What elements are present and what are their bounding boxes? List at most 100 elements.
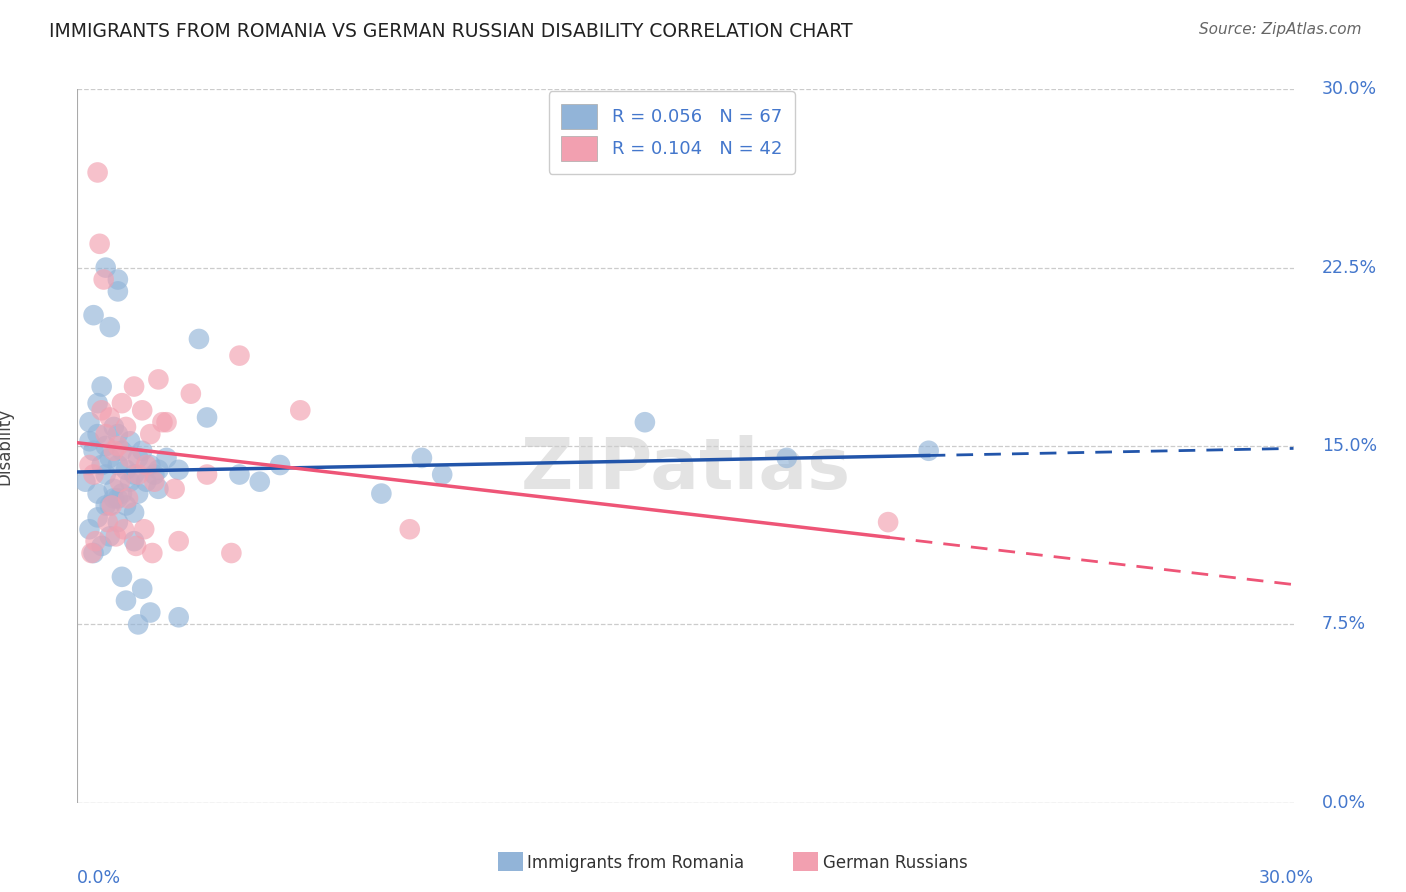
Point bbox=[228, 467, 250, 482]
Point bbox=[101, 499, 124, 513]
Point bbox=[93, 272, 115, 286]
Point bbox=[195, 410, 218, 425]
Point bbox=[918, 443, 941, 458]
Point bbox=[103, 482, 125, 496]
Point bbox=[155, 450, 177, 465]
Point bbox=[97, 515, 120, 529]
Point bbox=[83, 308, 105, 322]
Point bbox=[228, 349, 250, 363]
Point bbox=[94, 260, 117, 275]
Point bbox=[107, 285, 129, 299]
Point bbox=[75, 475, 97, 489]
Point bbox=[122, 467, 145, 482]
Point bbox=[115, 420, 138, 434]
Point bbox=[127, 450, 149, 465]
Point bbox=[290, 403, 312, 417]
Point bbox=[634, 415, 657, 429]
Point bbox=[86, 427, 108, 442]
Point bbox=[370, 486, 392, 500]
Point bbox=[107, 515, 129, 529]
Point bbox=[98, 529, 121, 543]
Point bbox=[115, 499, 138, 513]
Point bbox=[118, 434, 141, 449]
Point bbox=[83, 467, 105, 482]
Point bbox=[86, 486, 108, 500]
Point bbox=[122, 506, 145, 520]
Point bbox=[94, 499, 117, 513]
Point bbox=[131, 582, 153, 596]
Point bbox=[79, 434, 101, 449]
Point bbox=[118, 475, 141, 489]
Point bbox=[139, 606, 162, 620]
Point bbox=[107, 491, 129, 506]
Point bbox=[84, 534, 107, 549]
Point bbox=[141, 546, 163, 560]
Point bbox=[117, 491, 139, 506]
Point bbox=[135, 475, 157, 489]
Text: ZIPatlas: ZIPatlas bbox=[520, 435, 851, 504]
Point bbox=[143, 467, 166, 482]
Text: 0.0%: 0.0% bbox=[1322, 794, 1367, 812]
Point bbox=[103, 491, 125, 506]
Point bbox=[90, 458, 112, 472]
Point bbox=[221, 546, 243, 560]
Point bbox=[111, 443, 134, 458]
Point bbox=[103, 420, 125, 434]
Point bbox=[125, 539, 148, 553]
Point bbox=[122, 379, 145, 393]
Point bbox=[115, 593, 138, 607]
Text: 30.0%: 30.0% bbox=[1258, 870, 1313, 888]
Point bbox=[118, 450, 141, 465]
Legend: R = 0.056   N = 67, R = 0.104   N = 42: R = 0.056 N = 67, R = 0.104 N = 42 bbox=[548, 91, 794, 174]
Point bbox=[148, 372, 170, 386]
Point bbox=[94, 467, 117, 482]
Point bbox=[249, 475, 271, 489]
Point bbox=[122, 534, 145, 549]
Point bbox=[79, 522, 101, 536]
Point bbox=[112, 522, 135, 536]
Point bbox=[111, 486, 134, 500]
Point bbox=[135, 458, 157, 472]
Point bbox=[94, 439, 117, 453]
Point bbox=[107, 427, 129, 442]
Point bbox=[139, 458, 162, 472]
Point bbox=[90, 539, 112, 553]
Point bbox=[152, 415, 174, 429]
Point bbox=[86, 396, 108, 410]
Point bbox=[127, 467, 149, 482]
Text: Source: ZipAtlas.com: Source: ZipAtlas.com bbox=[1198, 22, 1361, 37]
Point bbox=[111, 396, 134, 410]
Point bbox=[143, 475, 166, 489]
Point bbox=[131, 403, 153, 417]
Point bbox=[180, 386, 202, 401]
Text: Immigrants from Romania: Immigrants from Romania bbox=[527, 855, 744, 872]
Point bbox=[877, 515, 900, 529]
Point bbox=[139, 427, 162, 442]
Point bbox=[163, 482, 186, 496]
Point bbox=[148, 463, 170, 477]
Point bbox=[104, 529, 127, 543]
Point bbox=[86, 510, 108, 524]
Point bbox=[148, 482, 170, 496]
Text: 7.5%: 7.5% bbox=[1322, 615, 1367, 633]
Text: 15.0%: 15.0% bbox=[1322, 437, 1376, 455]
Point bbox=[155, 415, 177, 429]
Point bbox=[98, 410, 121, 425]
Point bbox=[79, 415, 101, 429]
Point bbox=[411, 450, 433, 465]
Text: Disability: Disability bbox=[0, 408, 14, 484]
Point bbox=[79, 458, 101, 472]
Point bbox=[127, 486, 149, 500]
Point bbox=[107, 439, 129, 453]
Point bbox=[430, 467, 453, 482]
Point bbox=[80, 546, 103, 560]
Point bbox=[167, 463, 190, 477]
Point bbox=[103, 443, 125, 458]
Point bbox=[131, 443, 153, 458]
Point bbox=[776, 450, 799, 465]
Point bbox=[107, 272, 129, 286]
Point bbox=[90, 379, 112, 393]
Point bbox=[167, 534, 190, 549]
Point bbox=[86, 165, 108, 179]
Point bbox=[89, 236, 111, 251]
